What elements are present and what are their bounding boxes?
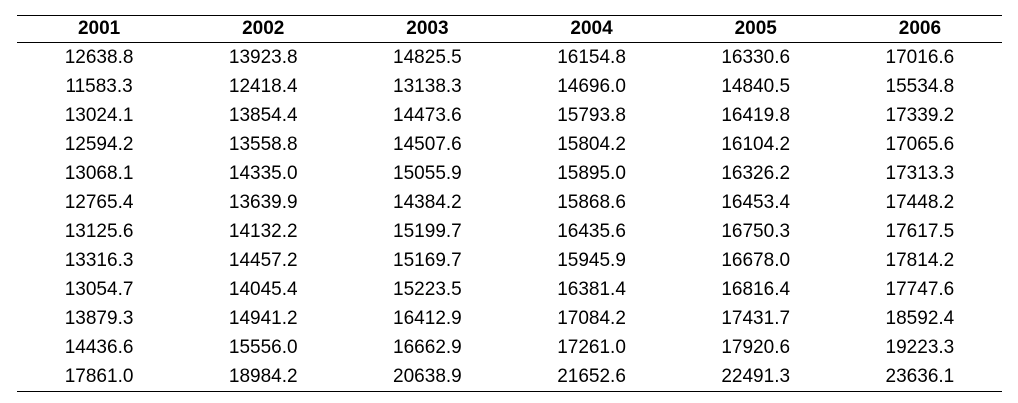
column-header: 2003 (345, 15, 510, 43)
table-cell: 17016.6 (885, 47, 955, 68)
data-table: 2001 2002 2003 2004 2005 2006 12638.8 139… (17, 15, 1002, 392)
data-table-container: 2001 2002 2003 2004 2005 2006 12638.8 139… (17, 15, 1002, 392)
table-cell: 15534.8 (885, 76, 955, 97)
table-cell: 13639.9 (228, 192, 298, 213)
table-cell: 13054.7 (64, 279, 134, 300)
table-cell: 14132.2 (228, 221, 298, 242)
table-cell: 18592.4 (885, 308, 955, 329)
table-cell: 17431.7 (721, 308, 791, 329)
table-cell: 15804.2 (557, 134, 626, 155)
table-cell: 17261.0 (557, 337, 626, 358)
table-cell: 16330.6 (721, 47, 791, 68)
table-cell: 16104.2 (721, 134, 791, 155)
table-cell: 15223.5 (393, 279, 462, 300)
column-header: 2001 (17, 15, 182, 43)
table-cell: 12765.4 (64, 192, 134, 213)
table-cell: 18984.2 (181, 362, 346, 392)
table-cell: 14840.5 (721, 76, 791, 97)
column-header: 2002 (181, 15, 346, 43)
table-row: 13068.1 14335.0 15055.9 15895.0 16326.2 17313… (17, 159, 1002, 188)
table-cell: 16326.2 (721, 163, 791, 184)
table-cell: 17065.6 (885, 134, 955, 155)
table-cell: 21652.6 (509, 362, 674, 392)
table-cell: 15868.6 (557, 192, 626, 213)
table-cell: 17448.2 (885, 192, 955, 213)
table-cell: 16412.9 (393, 308, 462, 329)
table-cell: 16750.3 (721, 221, 791, 242)
table-cell: 23636.1 (837, 362, 1002, 392)
table-cell: 14825.5 (393, 47, 462, 68)
table-cell: 16435.6 (557, 221, 626, 242)
table-cell: 14941.2 (228, 308, 298, 329)
table-cell: 17920.6 (721, 337, 791, 358)
table-row: 11583.3 12418.4 13138.3 14696.0 14840.5 15534… (17, 72, 1002, 101)
table-cell: 13138.3 (393, 76, 462, 97)
header-row: 2001 2002 2003 2004 2005 2006 (17, 15, 1002, 43)
table-row: 13879.3 14941.2 16412.9 17084.2 17431.7 18592… (17, 304, 1002, 333)
table-cell: 17814.2 (885, 250, 955, 271)
table-cell: 15895.0 (557, 163, 626, 184)
table-cell: 15793.8 (557, 105, 626, 126)
table-cell: 15199.7 (393, 221, 462, 242)
table-cell: 17747.6 (885, 279, 955, 300)
table-cell: 13125.6 (64, 221, 134, 242)
table-row: 13024.1 13854.4 14473.6 15793.8 16419.8 17339… (17, 101, 1002, 130)
table-cell: 17313.3 (885, 163, 955, 184)
table-cell: 14384.2 (393, 192, 462, 213)
table-cell: 17617.5 (885, 221, 955, 242)
table-cell: 14507.6 (393, 134, 462, 155)
table-cell: 13316.3 (64, 250, 134, 271)
table-cell: 15055.9 (393, 163, 462, 184)
table-body: 12638.8 13923.8 14825.5 16154.8 16330.6 17016… (17, 43, 1002, 392)
table-cell: 16662.9 (393, 337, 462, 358)
table-cell: 16154.8 (557, 47, 626, 68)
table-header: 2001 2002 2003 2004 2005 2006 (17, 15, 1002, 43)
table-cell: 14696.0 (557, 76, 626, 97)
table-row: 12594.2 13558.8 14507.6 15804.2 16104.2 17065… (17, 130, 1002, 159)
table-cell: 13024.1 (64, 105, 134, 126)
table-row: 13316.3 14457.2 15169.7 15945.9 16678.0 17814… (17, 246, 1002, 275)
table-cell: 12418.4 (228, 76, 298, 97)
table-cell: 19223.3 (885, 337, 955, 358)
table-cell: 12638.8 (64, 47, 134, 68)
table-cell: 14457.2 (228, 250, 298, 271)
table-cell: 17861.0 (17, 362, 182, 392)
table-row: 12765.4 13639.9 14384.2 15868.6 16453.4 17448… (17, 188, 1002, 217)
table-cell: 20638.9 (345, 362, 510, 392)
table-cell: 17339.2 (885, 105, 955, 126)
column-header: 2005 (673, 15, 838, 43)
table-row: 13054.7 14045.4 15223.5 16381.4 16816.4 17747… (17, 275, 1002, 304)
table-cell: 14436.6 (64, 337, 134, 358)
column-header: 2004 (509, 15, 674, 43)
table-cell: 15169.7 (393, 250, 462, 271)
table-cell: 17084.2 (557, 308, 626, 329)
table-cell: 13854.4 (228, 105, 298, 126)
table-cell: 13068.1 (64, 163, 134, 184)
table-row: 13125.6 14132.2 15199.7 16435.6 16750.3 17617… (17, 217, 1002, 246)
table-cell: 12594.2 (64, 134, 134, 155)
table-cell: 16381.4 (557, 279, 626, 300)
column-header: 2006 (837, 15, 1002, 43)
table-cell: 15556.0 (228, 337, 298, 358)
table-cell: 14473.6 (393, 105, 462, 126)
table-cell: 13923.8 (228, 47, 298, 68)
table-cell: 16678.0 (721, 250, 791, 271)
table-row: 17861.0 18984.2 20638.9 21652.6 22491.3 23636… (17, 362, 1002, 392)
table-cell: 22491.3 (673, 362, 838, 392)
table-cell: 14335.0 (228, 163, 298, 184)
table-cell: 16816.4 (721, 279, 791, 300)
table-cell: 16419.8 (721, 105, 791, 126)
table-cell: 15945.9 (557, 250, 626, 271)
table-row: 14436.6 15556.0 16662.9 17261.0 17920.6 19223… (17, 333, 1002, 362)
table-cell: 16453.4 (721, 192, 791, 213)
table-cell: 14045.4 (228, 279, 298, 300)
table-cell: 11583.3 (65, 76, 133, 97)
table-cell: 13879.3 (64, 308, 134, 329)
table-row: 12638.8 13923.8 14825.5 16154.8 16330.6 17016… (17, 43, 1002, 73)
table-cell: 13558.8 (228, 134, 298, 155)
